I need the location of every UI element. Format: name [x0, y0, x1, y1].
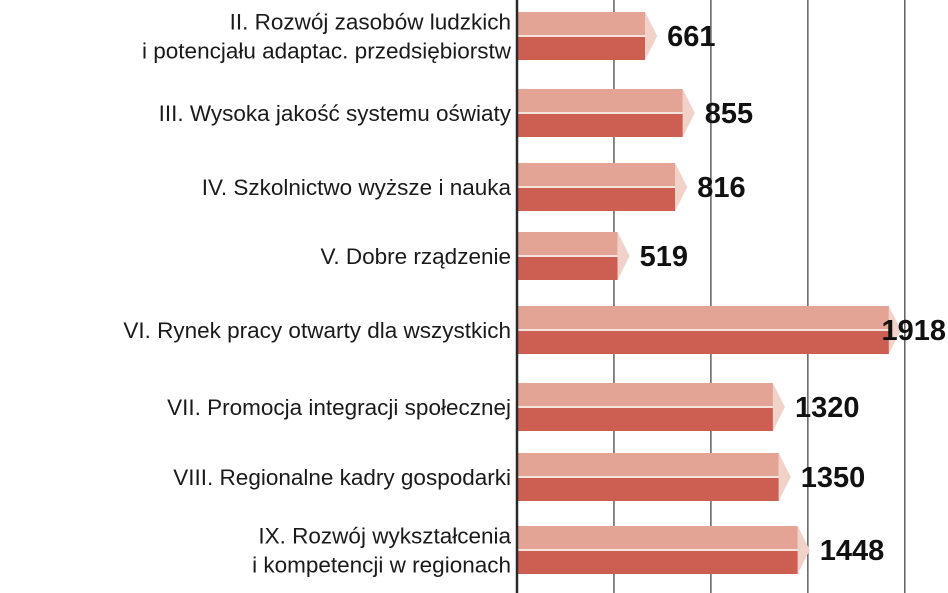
category-label-8: IX. Rozwój wykształcenia i kompetencji w …: [252, 524, 511, 578]
bar-3: [517, 163, 688, 211]
bar-bottom-half: [517, 407, 773, 431]
category-label-3: IV. Szkolnictwo wyższe i nauka: [202, 175, 512, 200]
value-label-5: 1918: [881, 315, 946, 347]
bar-4: [517, 232, 630, 280]
bar-bottom-half: [517, 477, 779, 501]
bar-bottom-half: [517, 113, 683, 137]
bar-top-half: [517, 163, 676, 187]
value-label-2: 855: [705, 98, 753, 130]
bar-7: [517, 453, 791, 501]
category-label-6: VII. Promocja integracji społecznej: [167, 395, 511, 420]
category-labels: II. Rozwój zasobów ludzkich i potencjału …: [123, 10, 511, 578]
bar-6: [517, 383, 785, 431]
bar-top-half: [517, 383, 773, 407]
bar-5: [517, 306, 901, 354]
bar-tip: [675, 163, 688, 211]
bar-8: [517, 526, 810, 574]
bar-bottom-half: [517, 550, 798, 574]
bar-tip: [778, 453, 791, 501]
category-label-5: VI. Rynek pracy otwarty dla wszystkich: [123, 318, 511, 343]
value-label-4: 519: [640, 241, 688, 273]
bar-tip: [772, 383, 785, 431]
bar-tip: [617, 232, 630, 280]
bar-top-half: [517, 232, 618, 256]
bar-bottom-half: [517, 330, 889, 354]
bar-bottom-half: [517, 256, 618, 280]
bar-top-half: [517, 12, 646, 36]
bar-bottom-half: [517, 187, 676, 211]
bar-bottom-half: [517, 36, 646, 60]
bar-1: [517, 12, 658, 60]
bars: [517, 12, 901, 574]
category-label-1: II. Rozwój zasobów ludzkich i potencjału …: [142, 10, 512, 64]
bar-top-half: [517, 306, 889, 330]
bar-top-half: [517, 453, 779, 477]
value-label-3: 816: [697, 172, 745, 204]
category-label-4: V. Dobre rządzenie: [320, 244, 511, 269]
bar-tip: [645, 12, 658, 60]
category-label-7: VIII. Regionalne kadry gospodarki: [173, 465, 511, 490]
bar-tip: [888, 306, 901, 354]
bar-tip: [682, 89, 695, 137]
category-label-2: III. Wysoka jakość systemu oświaty: [159, 101, 512, 126]
gridlines: [613, 0, 906, 593]
value-labels: 661 855 816 519 1918 1320 1350 1448: [640, 21, 946, 567]
value-label-8: 1448: [820, 535, 885, 567]
value-label-6: 1320: [795, 392, 860, 424]
value-label-1: 661: [667, 21, 715, 53]
bar-tip: [797, 526, 810, 574]
bar-top-half: [517, 89, 683, 113]
value-label-7: 1350: [801, 462, 866, 494]
bar-top-half: [517, 526, 798, 550]
bar-2: [517, 89, 695, 137]
